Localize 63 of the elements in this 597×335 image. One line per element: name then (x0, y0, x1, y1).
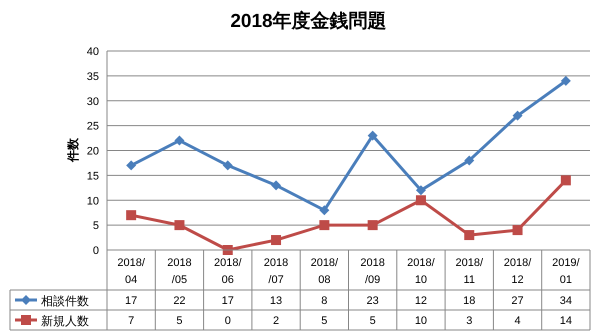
point (271, 235, 282, 246)
point (368, 130, 378, 141)
data-label: 27 (511, 295, 524, 307)
point (319, 205, 330, 216)
y-axis-title: 件数 (66, 137, 80, 163)
point (271, 180, 282, 190)
data-label: 4 (514, 315, 521, 327)
point (126, 210, 136, 220)
data-label: 14 (560, 315, 572, 327)
data-label: 34 (560, 295, 572, 307)
y-tick-label: 15 (86, 170, 99, 182)
chart-title: 2018年度金銭問題 (230, 10, 387, 32)
point (560, 76, 571, 86)
x-tick-label: 2018/ 06 (214, 257, 242, 286)
point (126, 160, 136, 170)
y-tick-label: 35 (86, 70, 99, 83)
point (416, 185, 426, 196)
data-label: 3 (466, 315, 472, 327)
x-tick-label: 2019/ 01 (552, 257, 581, 286)
point (222, 245, 233, 255)
data-label: 5 (176, 315, 183, 327)
point (416, 195, 426, 206)
data-label: 17 (125, 295, 138, 307)
x-tick-label: 2018/ 04 (117, 257, 146, 286)
y-tick-label: 10 (86, 195, 99, 208)
data-label: 5 (370, 315, 376, 327)
point (174, 136, 184, 146)
point (174, 220, 184, 230)
point (464, 230, 474, 240)
data-label: 8 (321, 295, 328, 307)
data-label: 23 (366, 295, 379, 307)
point (319, 220, 330, 230)
y-tick-label: 25 (86, 120, 99, 133)
data-label: 12 (414, 295, 428, 307)
y-tick-label: 40 (86, 46, 99, 58)
data-label: 2 (272, 315, 280, 327)
data-label: 10 (414, 315, 428, 327)
data-label: 22 (173, 295, 186, 307)
point (368, 220, 378, 230)
data-label: 17 (222, 295, 234, 307)
x-tick-label: 2018/ 11 (455, 257, 484, 286)
y-tick-label: 5 (92, 220, 99, 232)
point (464, 155, 474, 166)
point (560, 175, 571, 186)
point (222, 160, 233, 170)
y-tick-label: 20 (86, 146, 99, 158)
x-tick-label: 2018 /05 (167, 257, 192, 286)
data-label: 13 (270, 295, 282, 307)
x-tick-label: 2018/ 10 (407, 257, 436, 286)
y-tick-label: 30 (86, 96, 99, 108)
x-tick-label: 2018/ 08 (310, 257, 340, 286)
data-label: 0 (224, 315, 231, 327)
x-tick-label: 2018/ 12 (504, 257, 532, 286)
y-tick-label: 0 (92, 245, 99, 257)
data-label: 5 (321, 315, 328, 327)
legend-label: 相談件数 (41, 294, 89, 308)
point (512, 225, 523, 236)
point (512, 110, 523, 121)
x-tick-label: 2018 /07 (264, 257, 288, 286)
legend-label: 新規人数 (41, 314, 89, 328)
data-label: 7 (128, 315, 134, 327)
x-tick-label: 2018 /09 (360, 257, 385, 286)
data-label: 18 (463, 295, 476, 307)
